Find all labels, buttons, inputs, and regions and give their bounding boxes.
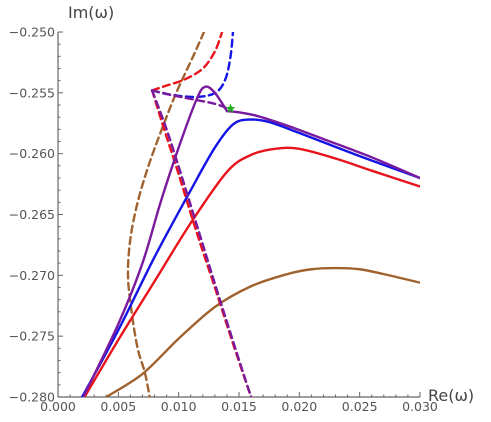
markers-group (225, 103, 236, 113)
x-tick-label: 0.015 (221, 399, 257, 414)
y-tick-label: −0.275 (9, 329, 55, 344)
series-line-0 (126, 32, 206, 397)
y-tick-label: −0.265 (9, 207, 55, 222)
x-axis-label: Re(ω) (428, 386, 474, 405)
series-line-8 (225, 109, 420, 180)
x-tick-label: 0.010 (161, 399, 197, 414)
series-line-10 (150, 89, 253, 397)
x-tick-label: 0.020 (281, 399, 317, 414)
y-axis-label: Im(ω) (68, 3, 114, 22)
x-tick-label: 0.025 (342, 399, 378, 414)
ticks: 0.000 0.005 0.010 0.015 0.020 0.025 0.030 −0.25… (9, 25, 438, 415)
x-tick-label: 0.005 (100, 399, 136, 414)
x-tick-label: 0.030 (402, 399, 438, 414)
x-tick-label: 0.000 (40, 399, 76, 414)
series-line-9 (150, 89, 230, 110)
series-line-4 (150, 32, 224, 92)
y-tick-label: −0.280 (9, 390, 55, 405)
y-tick-label: −0.250 (9, 25, 55, 40)
series-line-1 (105, 266, 420, 397)
series-line-5 (80, 118, 420, 397)
star-marker (225, 103, 236, 113)
series-group (80, 32, 420, 397)
series-line-2 (83, 146, 420, 397)
y-tick-label: −0.255 (9, 85, 55, 100)
y-tick-label: −0.260 (9, 146, 55, 161)
series-line-7 (82, 85, 229, 397)
y-tick-label: −0.270 (9, 268, 55, 283)
